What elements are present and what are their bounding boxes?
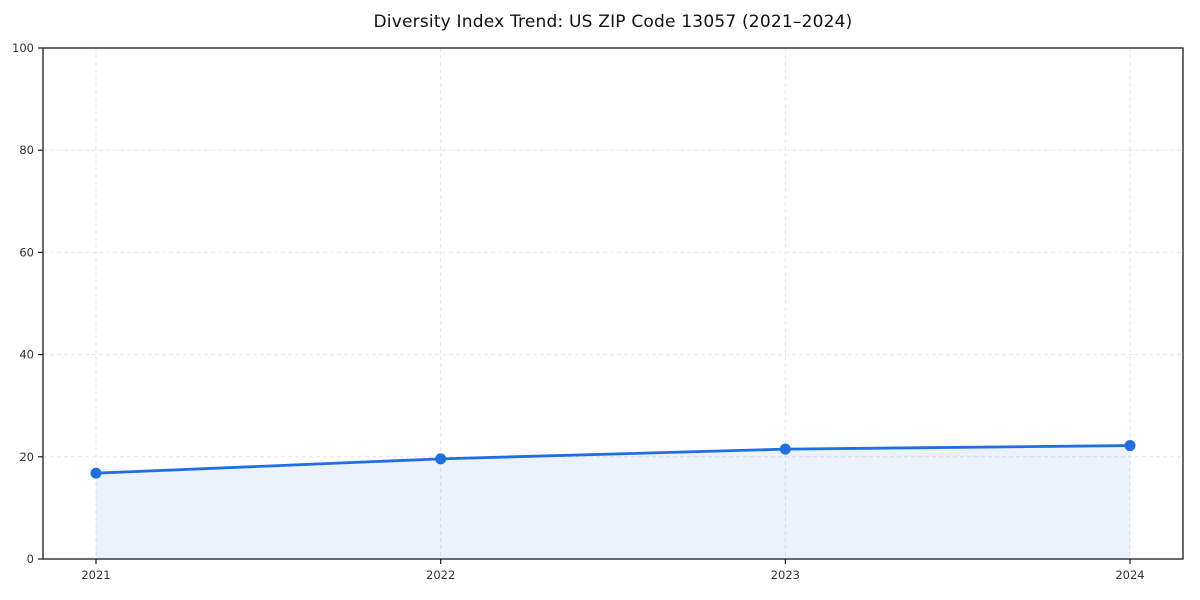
- data-point-marker[interactable]: [90, 467, 102, 479]
- series-area-fill: [96, 445, 1130, 559]
- y-tick-label: 100: [12, 41, 34, 55]
- y-tick-label: 60: [19, 245, 34, 259]
- y-tick-label: 40: [19, 348, 34, 362]
- plot-frame: [42, 47, 1184, 560]
- data-point-marker[interactable]: [435, 453, 447, 465]
- x-tick-label: 2023: [771, 568, 800, 582]
- x-tick-label: 2022: [426, 568, 455, 582]
- series-line: [94, 444, 1132, 475]
- data-point-marker[interactable]: [1124, 440, 1136, 452]
- data-point-marker[interactable]: [779, 443, 791, 455]
- y-tick-label: 80: [19, 143, 34, 157]
- y-tick-label: 0: [27, 552, 34, 566]
- x-tick-label: 2021: [81, 568, 110, 582]
- x-tick-label: 2024: [1115, 568, 1144, 582]
- chart-title: Diversity Index Trend: US ZIP Code 13057…: [373, 12, 853, 32]
- y-tick-label: 20: [19, 450, 34, 464]
